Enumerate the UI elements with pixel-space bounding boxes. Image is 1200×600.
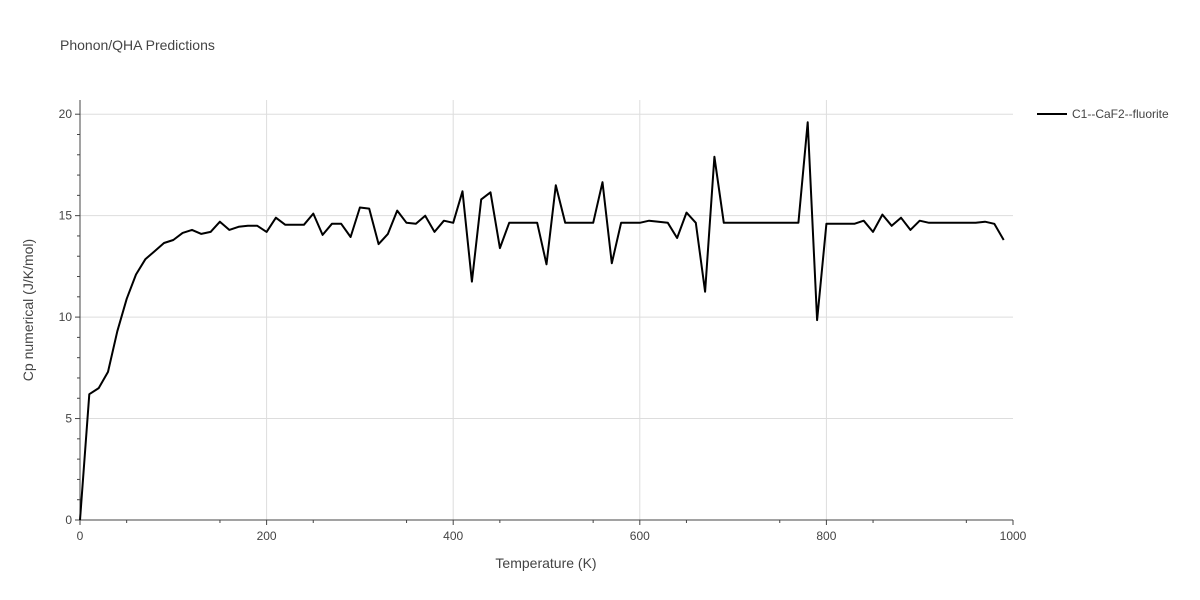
y-tick-label: 0 — [65, 513, 72, 527]
y-tick-label: 10 — [59, 310, 73, 324]
x-tick-label: 0 — [77, 529, 84, 543]
x-tick-label: 1000 — [1000, 529, 1027, 543]
series-group — [79, 121, 1005, 521]
chart-title: Phonon/QHA Predictions — [60, 37, 215, 53]
x-tick-label: 800 — [816, 529, 836, 543]
x-tick-label: 400 — [443, 529, 463, 543]
x-tick-label: 600 — [630, 529, 650, 543]
y-tick-label: 15 — [59, 209, 73, 223]
grid — [80, 100, 1013, 520]
axes — [79, 100, 1013, 521]
legend[interactable]: C1--CaF2--fluorite — [1037, 107, 1169, 121]
x-axis-title: Temperature (K) — [495, 555, 596, 571]
series-line[interactable] — [79, 121, 1005, 521]
y-axis-title: Cp numerical (J/K/mol) — [20, 239, 36, 381]
y-axis-ticks: 0 5 10 15 20 — [59, 107, 80, 527]
y-tick-label: 20 — [59, 107, 73, 121]
x-tick-label: 200 — [257, 529, 277, 543]
legend-label: C1--CaF2--fluorite — [1072, 107, 1169, 121]
y-tick-label: 5 — [65, 412, 72, 426]
x-axis-ticks: 0 200 400 600 800 1000 — [77, 520, 1027, 543]
